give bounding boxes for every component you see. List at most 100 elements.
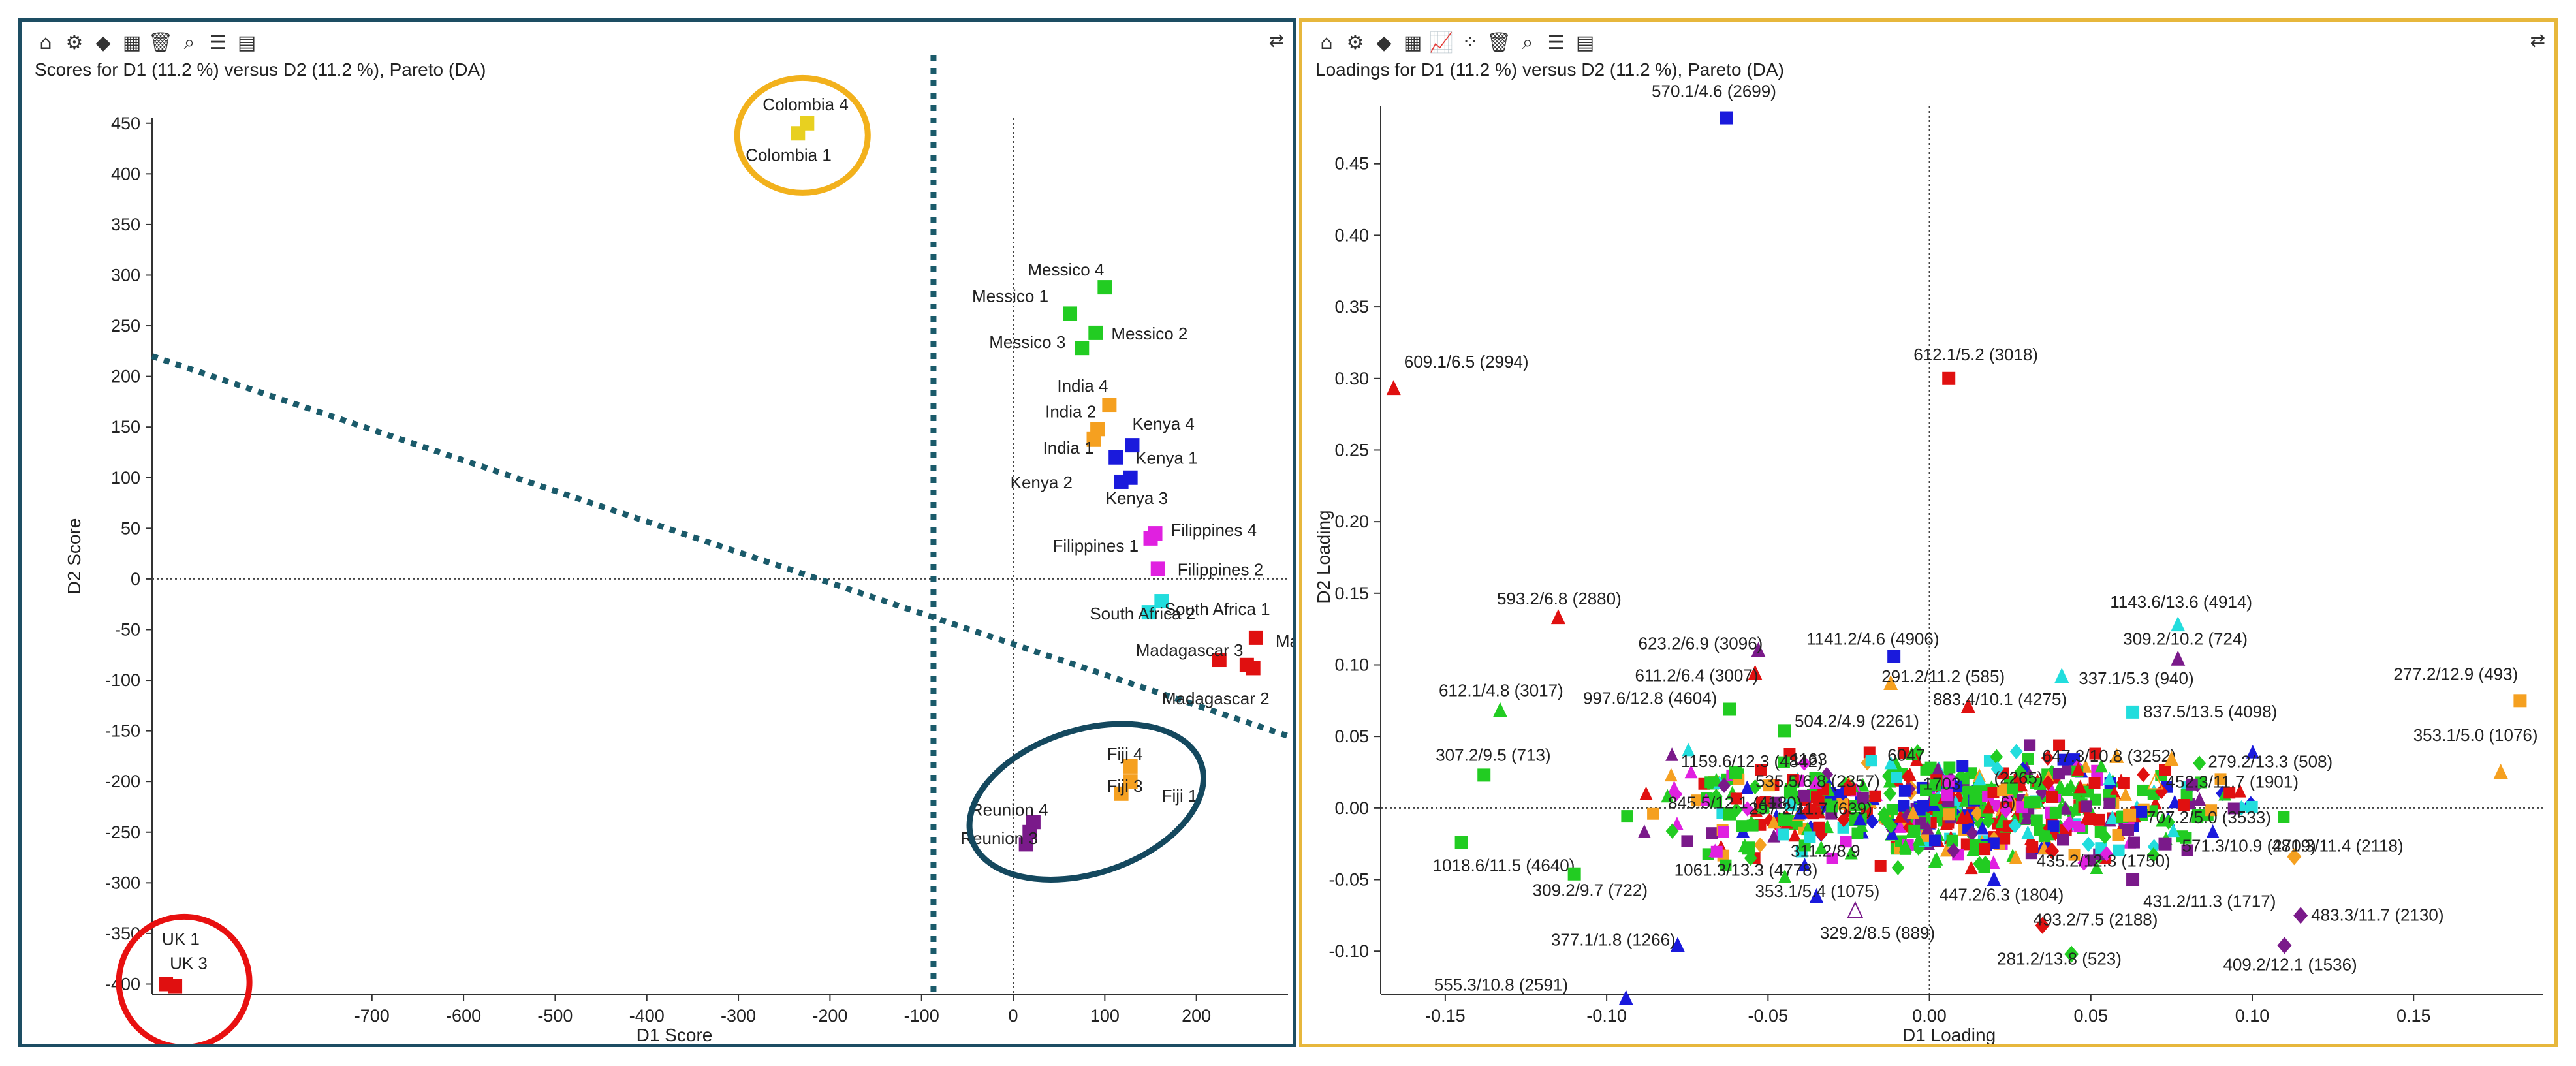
loading-point [2041, 775, 2055, 791]
loading-point [1778, 828, 1790, 841]
loading-point [2030, 814, 2043, 826]
y-tick-label: 50 [121, 518, 140, 538]
loading-point [2047, 820, 2060, 832]
loading-point-label: 277.2/12.9 (493) [2393, 664, 2518, 683]
loading-point-label: 311.2/8.9 [1791, 841, 1861, 860]
color-icon[interactable]: ◆ [1376, 31, 1392, 54]
loading-point-label: 845.5/12.1 (4180) [1668, 793, 1802, 813]
loading-point [2100, 846, 2113, 862]
home-icon[interactable]: ⌂ [1320, 31, 1333, 54]
loading-point [2105, 810, 2119, 824]
x-tick-label: -500 [537, 1006, 573, 1026]
loading-point [1987, 787, 2000, 799]
delete-icon[interactable]: 🗑 [1486, 31, 1512, 54]
loading-point [1723, 702, 1736, 716]
loading-point-label: 555.3/10.8 (2591) [1434, 975, 1568, 995]
loadings-plot[interactable]: 0.45 0.40 0.35 0.30 0.25 0.20 0.15 0.10 0.05 0.00… [1302, 22, 2554, 1044]
x-tick-label: 100 [1090, 1006, 1120, 1026]
loading-point [1720, 111, 1733, 125]
y-tick-label: -200 [105, 772, 140, 791]
x-tick-label: -700 [354, 1006, 390, 1026]
loading-point [2126, 873, 2140, 886]
loading-point-label: 1141.2/4.6 (4906) [1806, 629, 1939, 648]
settings-icon[interactable]: ⚙ [65, 31, 84, 54]
table-icon[interactable]: ▦ [1403, 31, 1422, 54]
loading-point-label: 483.3/11.7 (2130) [2311, 905, 2443, 924]
color-icon[interactable]: ◆ [95, 31, 111, 54]
x-tick-label: -0.05 [1748, 1006, 1789, 1026]
loading-point [1898, 785, 1911, 797]
loading-point [1786, 774, 1800, 788]
loading-point [1670, 937, 1685, 952]
loading-point [1883, 774, 1896, 788]
loading-point [1639, 786, 1653, 800]
loading-point [1386, 380, 1401, 396]
delete-icon[interactable]: 🗑 [148, 31, 174, 54]
loading-point [2035, 917, 2050, 934]
loading-point [1942, 775, 1955, 787]
scores-plot-title: Scores for D1 (11.2 %) versus D2 (11.2 %… [35, 59, 486, 80]
loading-point [2181, 844, 2193, 856]
y-tick-label: 0.10 [1334, 655, 1369, 674]
loading-point [2088, 777, 2101, 789]
scores-toolbar: ⌂ ⚙ ◆ ▦ 🗑 ⌕ ☰ ▤ [33, 28, 259, 57]
loading-point [1806, 804, 1818, 816]
loading-point-label: 307.2/9.5 (713) [1436, 745, 1550, 764]
loading-point [1920, 784, 1932, 796]
home-icon[interactable]: ⌂ [39, 31, 52, 54]
scatter-icon[interactable]: ⁘ [1462, 31, 1479, 54]
loading-point-label: 837.5/13.5 (4098) [2143, 702, 2277, 721]
loading-point [1699, 792, 1713, 807]
score-point-label: Kenya 2 [1011, 473, 1073, 492]
export-icon[interactable]: ⇄ [1268, 29, 1284, 51]
loading-point-label: 6) [2000, 792, 2015, 812]
grid-icon[interactable]: ▤ [237, 31, 257, 54]
loading-point [2156, 813, 2169, 827]
loadings-panel: ⌂ ⚙ ◆ ▦ 📈 ⁘ 🗑 ⌕ ☰ ▤ ⇄ Loadings for D1 (11.2 %) ve… [1299, 18, 2558, 1047]
loading-point [1865, 813, 1879, 830]
score-point [791, 126, 806, 141]
loading-point [1778, 756, 1790, 768]
loading-point [1908, 824, 1921, 837]
list-icon[interactable]: ☰ [1547, 31, 1565, 54]
score-point [1088, 325, 1103, 340]
loading-point [2041, 750, 2054, 766]
settings-icon[interactable]: ⚙ [1346, 31, 1364, 54]
loading-point [2038, 830, 2050, 843]
diagonal-separator-line [151, 353, 1289, 739]
grid-icon[interactable]: ▤ [1575, 31, 1595, 54]
loading-point [2137, 766, 2150, 783]
loading-point [1718, 826, 1730, 838]
y-tick-label: -150 [105, 721, 140, 741]
y-axis-label: D2 Score [64, 518, 84, 595]
loading-point [1844, 783, 1856, 796]
loading-point [1778, 724, 1791, 738]
y-tick-label: 100 [111, 468, 140, 488]
table-icon[interactable]: ▦ [122, 31, 142, 54]
y-tick-label: 150 [111, 417, 140, 437]
export-icon[interactable]: ⇄ [2530, 29, 2545, 51]
loading-point [2214, 773, 2227, 785]
loading-point [2049, 806, 2062, 819]
zoom-icon[interactable]: ⌕ [183, 31, 195, 54]
score-point-label: Messico 1 [972, 286, 1048, 306]
score-point-label: Madagascar 2 [1162, 689, 1270, 708]
zoom-icon[interactable]: ⌕ [1522, 31, 1533, 54]
list-icon[interactable]: ☰ [209, 31, 227, 54]
line-chart-icon[interactable]: 📈 [1429, 31, 1454, 54]
loading-point [1477, 768, 1491, 782]
loading-point [1921, 821, 1934, 835]
loading-point [1788, 828, 1802, 842]
loading-point [1710, 796, 1723, 808]
loading-point [1924, 761, 1937, 774]
loading-point [2024, 739, 2036, 751]
loading-point [1869, 790, 1881, 802]
loading-point [1753, 837, 1767, 853]
loading-point [1943, 808, 1955, 821]
score-point-label: South Africa 1 [1165, 599, 1270, 619]
scores-plot[interactable]: 450 400 350 300 250 200 150 100 50 0 -50 -100 -150 -2… [22, 22, 1293, 1044]
score-point [1086, 431, 1101, 447]
loading-point [2093, 813, 2105, 826]
loading-point [1661, 789, 1674, 803]
loading-point [2278, 811, 2290, 823]
